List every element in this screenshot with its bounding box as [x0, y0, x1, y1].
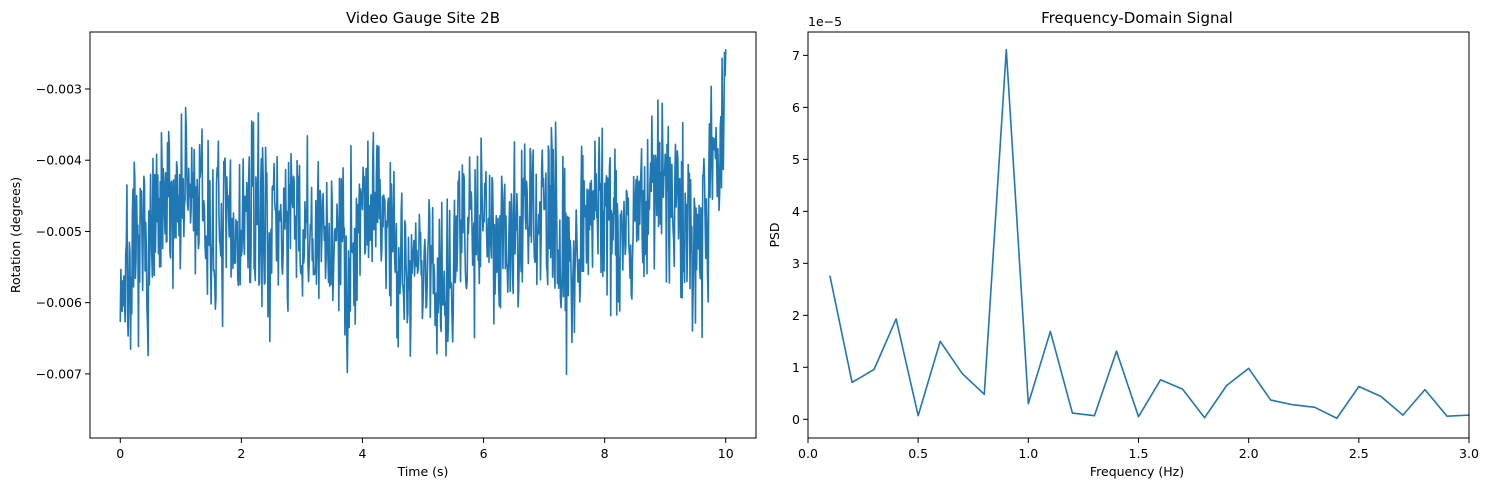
y-tick-label: 5: [792, 152, 800, 167]
x-axis-label-frequency-domain: Frequency (Hz): [1090, 464, 1184, 479]
y-tick-label: 0: [792, 412, 800, 427]
psd-line: [829, 48, 1470, 420]
x-tick-label: 10: [718, 446, 734, 461]
y-tick-label: −0.003: [36, 81, 82, 96]
x-tick-label: 1.5: [1129, 446, 1149, 461]
x-axis-label-time-domain: Time (s): [397, 464, 449, 479]
x-tick-label: 0: [116, 446, 124, 461]
x-tick-label: 0.0: [798, 446, 818, 461]
y-tick-label: 6: [792, 100, 800, 115]
y-tick-label: −0.007: [36, 366, 82, 381]
y-tick-label: −0.004: [36, 153, 82, 168]
x-tick-label: 2.5: [1349, 446, 1369, 461]
x-tick-label: 1.0: [1018, 446, 1038, 461]
axis-ticks-time-domain: 0 2 4 6 8 10 −0.007 −0.006 −0.005 −0.004 −0.003: [36, 81, 734, 461]
x-tick-label: 3.0: [1459, 446, 1479, 461]
y-tick-label: −0.006: [36, 295, 82, 310]
y-tick-label: 4: [792, 204, 800, 219]
y-axis-label-frequency-domain: PSD: [767, 222, 782, 247]
y-tick-label: 7: [792, 48, 800, 63]
axis-ticks-frequency-domain: 0.0 0.5 1.0 1.5 2.0 2.5 3.0 0 1 2 3 4 5 6 7: [792, 48, 1479, 461]
rotation-line: [119, 49, 727, 376]
plot-frame-frequency-domain: [807, 31, 1470, 439]
y-tick-label: 3: [792, 256, 800, 271]
x-tick-label: 4: [358, 446, 366, 461]
x-tick-label: 0.5: [908, 446, 928, 461]
chart-time-domain: Video Gauge Site 2B 0 2 4 6 8 10 −0.007 −0.006 −…: [8, 9, 757, 479]
y-tick-label: 1: [792, 360, 800, 375]
x-tick-label: 6: [480, 446, 488, 461]
y-axis-offset-text: 1e−5: [808, 14, 842, 29]
plot-frame-time-domain: [89, 31, 757, 439]
chart-title-frequency-domain: Frequency-Domain Signal: [1041, 9, 1233, 27]
chart-title-time-domain: Video Gauge Site 2B: [346, 9, 500, 27]
x-tick-label: 8: [601, 446, 609, 461]
x-tick-label: 2: [237, 446, 245, 461]
y-tick-label: 2: [792, 308, 800, 323]
y-axis-label-time-domain: Rotation (degrees): [8, 177, 23, 293]
chart-frequency-domain: Frequency-Domain Signal 0.0 0.5 1.0 1.5 2.0 2…: [767, 9, 1479, 479]
x-tick-label: 2.0: [1239, 446, 1259, 461]
y-tick-label: −0.005: [36, 224, 82, 239]
